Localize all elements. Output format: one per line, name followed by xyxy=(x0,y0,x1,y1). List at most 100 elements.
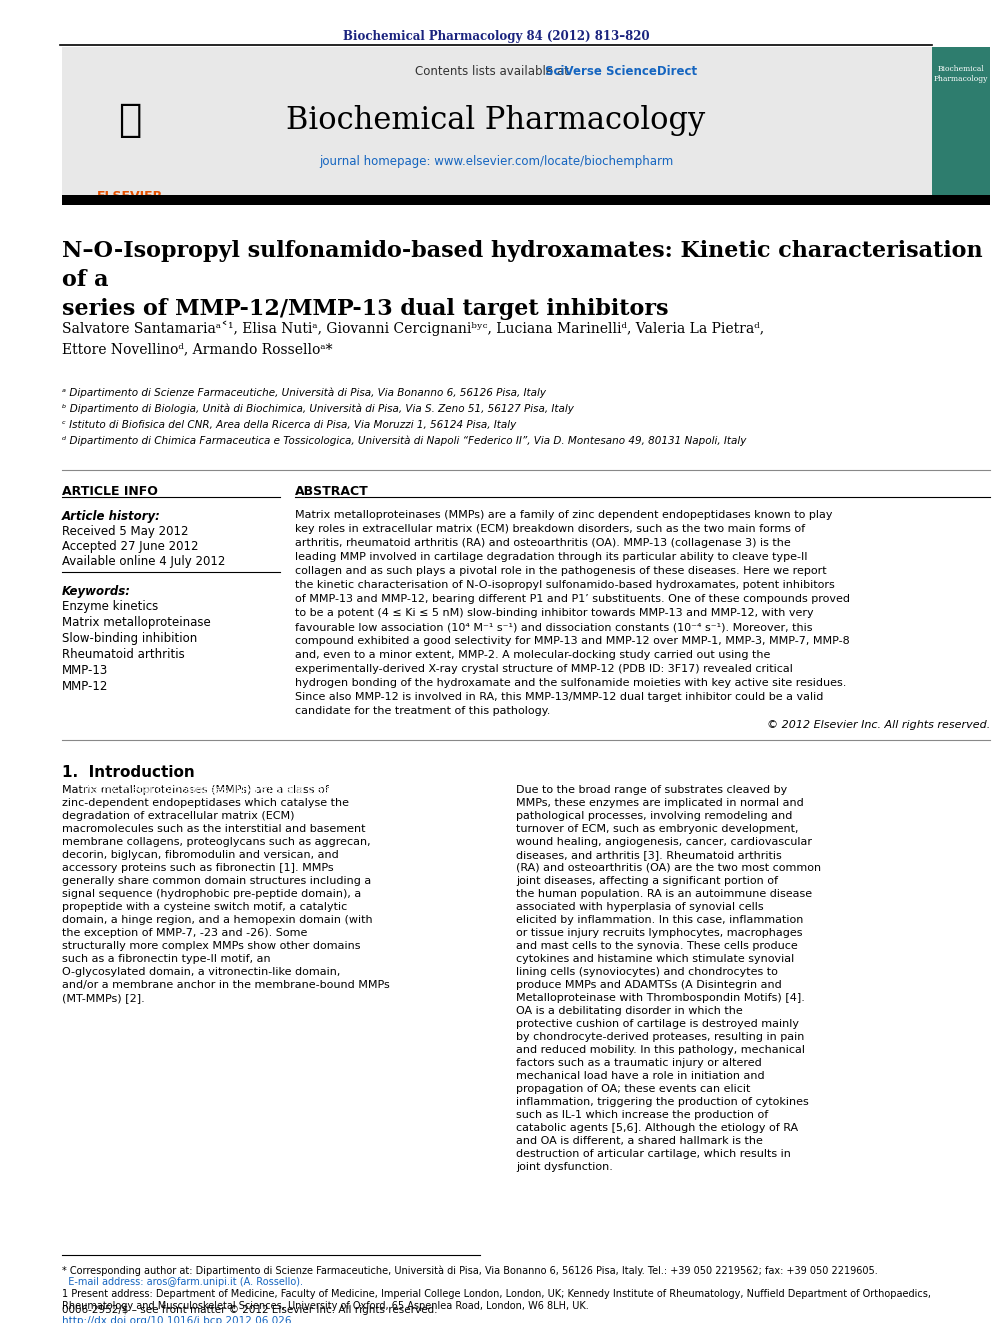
Text: ELSEVIER: ELSEVIER xyxy=(97,191,163,202)
Text: © 2012 Elsevier Inc. All rights reserved.: © 2012 Elsevier Inc. All rights reserved… xyxy=(767,720,990,730)
Text: ᵇ Dipartimento di Biologia, Unità di Biochimica, Università di Pisa, Via S. Zeno: ᵇ Dipartimento di Biologia, Unità di Bio… xyxy=(62,404,574,414)
Text: (RA) and osteoarthritis (OA) are the two most common: (RA) and osteoarthritis (OA) are the two… xyxy=(516,863,821,873)
Text: MMP-13: MMP-13 xyxy=(62,664,108,677)
FancyBboxPatch shape xyxy=(932,48,990,194)
Text: Matrix metalloproteinase: Matrix metalloproteinase xyxy=(62,617,210,628)
Text: hydrogen bonding of the hydroxamate and the sulfonamide moieties with key active: hydrogen bonding of the hydroxamate and … xyxy=(295,677,846,688)
Text: SciVerse ScienceDirect: SciVerse ScienceDirect xyxy=(545,65,697,78)
Text: produce MMPs and ADAMTSs (A Disintegrin and: produce MMPs and ADAMTSs (A Disintegrin … xyxy=(516,980,782,990)
Text: decorin, biglycan, fibromodulin and versican, and: decorin, biglycan, fibromodulin and vers… xyxy=(62,849,338,860)
Text: domain, a hinge region, and a hemopexin domain (with: domain, a hinge region, and a hemopexin … xyxy=(62,916,373,925)
Text: * Corresponding author at: Dipartimento di Scienze Farmaceutiche, Università di : * Corresponding author at: Dipartimento … xyxy=(62,1265,878,1275)
Text: catabolic agents [5,6]. Although the etiology of RA: catabolic agents [5,6]. Although the eti… xyxy=(516,1123,799,1132)
Text: cytokines and histamine which stimulate synovial: cytokines and histamine which stimulate … xyxy=(516,954,795,964)
Text: accessory proteins such as fibronectin [1]. MMPs: accessory proteins such as fibronectin [… xyxy=(62,863,333,873)
Text: Matrix metalloproteinases (MMPs) are a class of: Matrix metalloproteinases (MMPs) are a c… xyxy=(62,785,328,795)
Text: MMP-12: MMP-12 xyxy=(62,680,108,693)
Text: by chondrocyte-derived proteases, resulting in pain: by chondrocyte-derived proteases, result… xyxy=(516,1032,805,1043)
Text: destruction of articular cartilage, which results in: destruction of articular cartilage, whic… xyxy=(516,1148,791,1159)
Text: Enzyme kinetics: Enzyme kinetics xyxy=(62,601,159,613)
Text: the human population. RA is an autoimmune disease: the human population. RA is an autoimmun… xyxy=(516,889,812,900)
Text: and OA is different, a shared hallmark is the: and OA is different, a shared hallmark i… xyxy=(516,1136,763,1146)
Text: http://dx.doi.org/10.1016/j.bcp.2012.06.026: http://dx.doi.org/10.1016/j.bcp.2012.06.… xyxy=(62,1316,292,1323)
Text: Biochemical Pharmacology: Biochemical Pharmacology xyxy=(287,105,705,136)
Text: leading MMP involved in cartilage degradation through its particular ability to : leading MMP involved in cartilage degrad… xyxy=(295,552,807,562)
Text: compound exhibited a good selectivity for MMP-13 and MMP-12 over MMP-1, MMP-3, M: compound exhibited a good selectivity fo… xyxy=(295,636,850,646)
Text: Rheumatoid arthritis: Rheumatoid arthritis xyxy=(62,648,185,662)
Text: pathological processes, involving remodeling and: pathological processes, involving remode… xyxy=(516,811,793,822)
Text: Keywords:: Keywords: xyxy=(62,585,131,598)
Text: O-glycosylated domain, a vitronectin-like domain,: O-glycosylated domain, a vitronectin-lik… xyxy=(62,967,340,976)
Text: journal homepage: www.elsevier.com/locate/biochempharm: journal homepage: www.elsevier.com/locat… xyxy=(318,155,674,168)
Text: Available online 4 July 2012: Available online 4 July 2012 xyxy=(62,556,225,568)
Text: key roles in extracellular matrix (ECM) breakdown disorders, such as the two mai: key roles in extracellular matrix (ECM) … xyxy=(295,524,806,534)
Text: 1.  Introduction: 1. Introduction xyxy=(62,765,194,781)
Text: of MMP-13 and MMP-12, bearing different P1 and P1’ substituents. One of these co: of MMP-13 and MMP-12, bearing different … xyxy=(295,594,850,605)
Text: wound healing, angiogenesis, cancer, cardiovascular: wound healing, angiogenesis, cancer, car… xyxy=(516,837,812,847)
Text: OA is a debilitating disorder in which the: OA is a debilitating disorder in which t… xyxy=(516,1005,743,1016)
Text: ᵈ Dipartimento di Chimica Farmaceutica e Tossicologica, Università di Napoli “Fe: ᵈ Dipartimento di Chimica Farmaceutica e… xyxy=(62,437,746,446)
Text: macromolecules such as the interstitial and basement: macromolecules such as the interstitial … xyxy=(62,824,365,833)
Text: and mast cells to the synovia. These cells produce: and mast cells to the synovia. These cel… xyxy=(516,941,798,951)
Text: membrane collagens, proteoglycans such as aggrecan,: membrane collagens, proteoglycans such a… xyxy=(62,837,371,847)
Text: propeptide with a cysteine switch motif, a catalytic: propeptide with a cysteine switch motif,… xyxy=(62,902,347,912)
Text: protective cushion of cartilage is destroyed mainly: protective cushion of cartilage is destr… xyxy=(516,1019,799,1029)
Text: E-mail address: aros@farm.unipi.it (A. Rossello).: E-mail address: aros@farm.unipi.it (A. R… xyxy=(62,1277,303,1287)
Text: Metalloproteinase with Thrombospondin Motifs) [4].: Metalloproteinase with Thrombospondin Mo… xyxy=(516,994,805,1003)
Text: 1 Present address: Department of Medicine, Faculty of Medicine, Imperial College: 1 Present address: Department of Medicin… xyxy=(62,1289,931,1311)
Text: Contents lists available at: Contents lists available at xyxy=(416,65,576,78)
Text: associated with hyperplasia of synovial cells: associated with hyperplasia of synovial … xyxy=(516,902,764,912)
FancyBboxPatch shape xyxy=(62,194,990,205)
Text: or tissue injury recruits lymphocytes, macrophages: or tissue injury recruits lymphocytes, m… xyxy=(516,927,803,938)
Text: candidate for the treatment of this pathology.: candidate for the treatment of this path… xyxy=(295,706,551,716)
Text: Since also MMP-12 is involved in RA, this MMP-13/MMP-12 dual target inhibitor co: Since also MMP-12 is involved in RA, thi… xyxy=(295,692,823,703)
Text: structurally more complex MMPs show other domains: structurally more complex MMPs show othe… xyxy=(62,941,360,951)
Text: and reduced mobility. In this pathology, mechanical: and reduced mobility. In this pathology,… xyxy=(516,1045,805,1054)
Text: such as IL-1 which increase the production of: such as IL-1 which increase the producti… xyxy=(516,1110,768,1121)
Text: MMPs, these enzymes are implicated in normal and: MMPs, these enzymes are implicated in no… xyxy=(516,798,804,808)
Text: generally share common domain structures including a: generally share common domain structures… xyxy=(62,876,371,886)
Text: zinc-dependent endopeptidases which catalyse the: zinc-dependent endopeptidases which cata… xyxy=(62,798,349,808)
FancyBboxPatch shape xyxy=(62,48,932,194)
Text: ᵃ Dipartimento di Scienze Farmaceutiche, Università di Pisa, Via Bonanno 6, 5612: ᵃ Dipartimento di Scienze Farmaceutiche,… xyxy=(62,388,546,398)
Text: lining cells (synoviocytes) and chondrocytes to: lining cells (synoviocytes) and chondroc… xyxy=(516,967,778,976)
Text: Received 5 May 2012: Received 5 May 2012 xyxy=(62,525,188,538)
Text: diseases, and arthritis [3]. Rheumatoid arthritis: diseases, and arthritis [3]. Rheumatoid … xyxy=(516,849,782,860)
Text: ABSTRACT: ABSTRACT xyxy=(295,486,369,497)
Text: Matrix metalloproteinases (MMPs) are a class of: Matrix metalloproteinases (MMPs) are a c… xyxy=(82,785,349,795)
Text: ᶜ Istituto di Biofisica del CNR, Area della Ricerca di Pisa, Via Moruzzi 1, 5612: ᶜ Istituto di Biofisica del CNR, Area de… xyxy=(62,419,516,430)
Text: mechanical load have a role in initiation and: mechanical load have a role in initiatio… xyxy=(516,1072,765,1081)
Text: collagen and as such plays a pivotal role in the pathogenesis of these diseases.: collagen and as such plays a pivotal rol… xyxy=(295,566,826,576)
Text: Article history:: Article history: xyxy=(62,509,161,523)
Text: Accepted 27 June 2012: Accepted 27 June 2012 xyxy=(62,540,198,553)
Text: ARTICLE INFO: ARTICLE INFO xyxy=(62,486,158,497)
Text: propagation of OA; these events can elicit: propagation of OA; these events can elic… xyxy=(516,1084,750,1094)
Text: Slow-binding inhibition: Slow-binding inhibition xyxy=(62,632,197,646)
Text: turnover of ECM, such as embryonic development,: turnover of ECM, such as embryonic devel… xyxy=(516,824,799,833)
Text: (MT-MMPs) [2].: (MT-MMPs) [2]. xyxy=(62,994,145,1003)
Text: and, even to a minor extent, MMP-2. A molecular-docking study carried out using : and, even to a minor extent, MMP-2. A mo… xyxy=(295,650,771,660)
Text: favourable low association (10⁴ M⁻¹ s⁻¹) and dissociation constants (10⁻⁴ s⁻¹). : favourable low association (10⁴ M⁻¹ s⁻¹)… xyxy=(295,622,812,632)
Text: N–O-Isopropyl sulfonamido-based hydroxamates: Kinetic characterisation of a
seri: N–O-Isopropyl sulfonamido-based hydroxam… xyxy=(62,239,983,320)
Text: arthritis, rheumatoid arthritis (RA) and osteoarthritis (OA). MMP-13 (collagenas: arthritis, rheumatoid arthritis (RA) and… xyxy=(295,538,791,548)
Text: and/or a membrane anchor in the membrane-bound MMPs: and/or a membrane anchor in the membrane… xyxy=(62,980,390,990)
Text: joint diseases, affecting a significant portion of: joint diseases, affecting a significant … xyxy=(516,876,778,886)
Text: degradation of extracellular matrix (ECM): degradation of extracellular matrix (ECM… xyxy=(62,811,295,822)
Text: Matrix metalloproteinases (MMPs) are a family of zinc dependent endopeptidases k: Matrix metalloproteinases (MMPs) are a f… xyxy=(295,509,832,520)
Text: such as a fibronectin type-II motif, an: such as a fibronectin type-II motif, an xyxy=(62,954,271,964)
Text: 🌳: 🌳 xyxy=(118,101,142,139)
Text: joint dysfunction.: joint dysfunction. xyxy=(516,1162,613,1172)
FancyBboxPatch shape xyxy=(62,48,197,194)
Text: factors such as a traumatic injury or altered: factors such as a traumatic injury or al… xyxy=(516,1058,762,1068)
Text: experimentally-derived X-ray crystal structure of MMP-12 (PDB ID: 3F17) revealed: experimentally-derived X-ray crystal str… xyxy=(295,664,793,673)
Text: to be a potent (4 ≤ Ki ≤ 5 nM) slow-binding inhibitor towards MMP-13 and MMP-12,: to be a potent (4 ≤ Ki ≤ 5 nM) slow-bind… xyxy=(295,609,813,618)
Text: 0006-2952/$ – see front matter © 2012 Elsevier Inc. All rights reserved.: 0006-2952/$ – see front matter © 2012 El… xyxy=(62,1304,437,1315)
Text: Biochemical Pharmacology 84 (2012) 813–820: Biochemical Pharmacology 84 (2012) 813–8… xyxy=(342,30,650,44)
Text: elicited by inflammation. In this case, inflammation: elicited by inflammation. In this case, … xyxy=(516,916,804,925)
Text: the kinetic characterisation of N-O-isopropyl sulfonamido-based hydroxamates, po: the kinetic characterisation of N-O-isop… xyxy=(295,579,834,590)
Text: the exception of MMP-7, -23 and -26). Some: the exception of MMP-7, -23 and -26). So… xyxy=(62,927,308,938)
Text: inflammation, triggering the production of cytokines: inflammation, triggering the production … xyxy=(516,1097,808,1107)
Text: Salvatore Santamariaᵃ˂¹, Elisa Nutiᵃ, Giovanni Cercignaniᵇʸᶜ, Luciana Marinelliᵈ: Salvatore Santamariaᵃ˂¹, Elisa Nutiᵃ, Gi… xyxy=(62,320,764,356)
Text: signal sequence (hydrophobic pre-peptide domain), a: signal sequence (hydrophobic pre-peptide… xyxy=(62,889,361,900)
Text: Due to the broad range of substrates cleaved by: Due to the broad range of substrates cle… xyxy=(516,785,788,795)
